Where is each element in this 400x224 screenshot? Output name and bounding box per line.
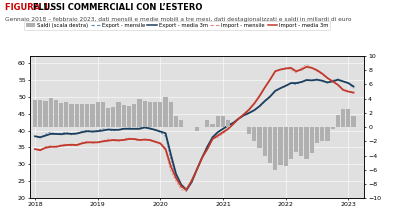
Bar — [278, 127, 282, 165]
Bar — [273, 127, 277, 170]
Bar — [158, 102, 162, 127]
Bar — [127, 106, 131, 127]
Bar — [164, 97, 168, 127]
Bar — [132, 104, 136, 127]
Bar — [325, 127, 330, 141]
Bar — [247, 127, 251, 134]
Bar — [221, 116, 225, 127]
Bar — [59, 103, 63, 127]
Bar — [48, 98, 53, 127]
Bar — [289, 127, 293, 159]
Bar — [226, 120, 230, 127]
Legend: Saldi (scala destra), Export - mensile, Export - media 3m, Import - mensile, Imp: Saldi (scala destra), Export - mensile, … — [24, 21, 330, 30]
Bar — [216, 116, 220, 127]
Bar — [33, 100, 37, 127]
Bar — [320, 127, 324, 141]
Bar — [263, 127, 267, 155]
Bar — [284, 127, 288, 166]
Bar — [346, 109, 350, 127]
Bar — [169, 102, 173, 127]
Bar — [210, 124, 215, 127]
Bar — [70, 104, 74, 127]
Bar — [258, 127, 262, 149]
Text: FLUSSI COMMERCIALI CON L’ESTERO: FLUSSI COMMERCIALI CON L’ESTERO — [30, 3, 202, 12]
Bar — [137, 99, 142, 127]
Bar — [310, 127, 314, 153]
Bar — [148, 102, 152, 127]
Bar — [336, 115, 340, 127]
Bar — [179, 120, 183, 127]
Bar — [43, 101, 48, 127]
Bar — [315, 127, 319, 144]
Bar — [90, 104, 94, 127]
Bar — [294, 127, 298, 152]
Bar — [142, 101, 147, 127]
Bar — [122, 105, 126, 127]
Bar — [252, 127, 256, 141]
Bar — [116, 102, 121, 127]
Bar — [330, 127, 335, 129]
Bar — [75, 104, 79, 127]
Bar — [101, 102, 105, 127]
Bar — [205, 120, 210, 127]
Bar — [80, 104, 84, 127]
Bar — [106, 108, 110, 127]
Bar — [153, 102, 157, 127]
Bar — [268, 127, 272, 163]
Bar — [352, 116, 356, 127]
Text: FIGURA 1.: FIGURA 1. — [5, 3, 52, 12]
Text: Gennaio 2018 – febbraio 2023, dati mensili e medie mobili a tre mesi, dati desta: Gennaio 2018 – febbraio 2023, dati mensi… — [5, 17, 351, 22]
Bar — [195, 127, 199, 131]
Bar — [304, 127, 309, 159]
Bar — [85, 104, 89, 127]
Bar — [174, 116, 178, 127]
Bar — [38, 100, 42, 127]
Bar — [299, 127, 304, 155]
Bar — [54, 100, 58, 127]
Bar — [64, 102, 68, 127]
Bar — [96, 101, 100, 127]
Bar — [341, 109, 345, 127]
Bar — [111, 107, 116, 127]
